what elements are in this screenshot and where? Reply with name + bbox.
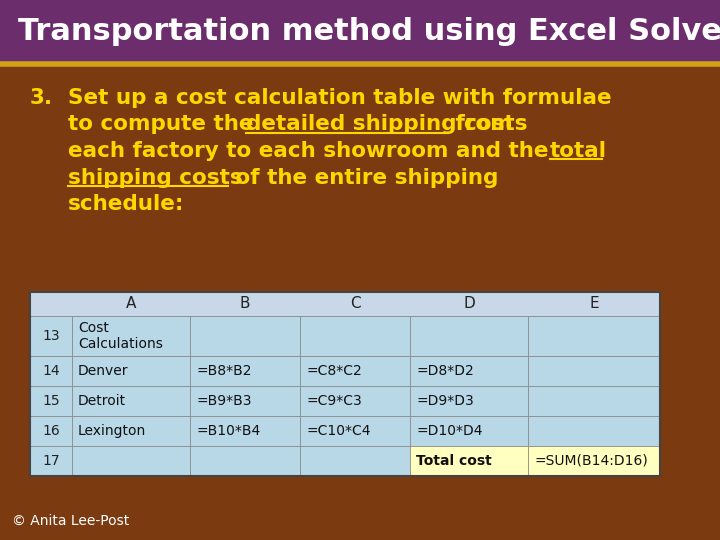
Bar [410, 446, 528, 476]
Bar [72, 386, 190, 416]
Bar [190, 386, 300, 416]
Text: to compute the: to compute the [68, 114, 261, 134]
Text: =B10*B4: =B10*B4 [196, 424, 260, 438]
Text: C: C [350, 296, 360, 312]
Bar [300, 386, 410, 416]
Text: E: E [589, 296, 599, 312]
Text: Denver: Denver [78, 364, 128, 378]
Text: Detroit: Detroit [78, 394, 126, 408]
Bar [72, 356, 190, 386]
Text: of the entire shipping: of the entire shipping [228, 167, 498, 187]
Text: B: B [240, 296, 251, 312]
Bar [72, 316, 190, 356]
Text: Cost
Calculations: Cost Calculations [78, 321, 163, 351]
Bar [30, 292, 660, 316]
Bar [190, 446, 300, 476]
Text: from: from [448, 114, 513, 134]
Bar [528, 316, 660, 356]
Text: D: D [463, 296, 475, 312]
Text: =D9*D3: =D9*D3 [416, 394, 474, 408]
Text: Total cost: Total cost [416, 454, 492, 468]
Text: Transportation method using Excel Solver: Transportation method using Excel Solver [18, 17, 720, 45]
Bar [30, 446, 72, 476]
Text: =C8*C2: =C8*C2 [306, 364, 361, 378]
Text: 17: 17 [42, 454, 60, 468]
Bar [528, 356, 660, 386]
Bar [72, 446, 190, 476]
Bar [410, 316, 528, 356]
Text: Set up a cost calculation table with formulae: Set up a cost calculation table with for… [68, 88, 611, 108]
Text: 14: 14 [42, 364, 60, 378]
Bar [410, 386, 528, 416]
Bar [190, 356, 300, 386]
Text: A: A [126, 296, 136, 312]
Text: total: total [550, 141, 607, 161]
Text: detailed shipping costs: detailed shipping costs [246, 114, 528, 134]
Text: shipping costs: shipping costs [68, 167, 243, 187]
Bar [190, 316, 300, 356]
Bar [30, 316, 72, 356]
Bar [300, 416, 410, 446]
Text: 3.: 3. [30, 88, 53, 108]
Bar [528, 416, 660, 446]
Bar [30, 386, 72, 416]
Bar [30, 292, 660, 476]
Text: 15: 15 [42, 394, 60, 408]
Bar [30, 356, 72, 386]
Text: =C10*C4: =C10*C4 [306, 424, 371, 438]
Text: =B8*B2: =B8*B2 [196, 364, 251, 378]
Bar [190, 416, 300, 446]
Text: © Anita Lee-Post: © Anita Lee-Post [12, 514, 130, 528]
Bar [528, 446, 660, 476]
Bar [30, 416, 72, 446]
Bar [72, 416, 190, 446]
Text: =SUM(B14:D16): =SUM(B14:D16) [534, 454, 648, 468]
Text: 16: 16 [42, 424, 60, 438]
Bar [300, 356, 410, 386]
Bar [0, 0, 720, 62]
Text: 13: 13 [42, 329, 60, 343]
Text: schedule:: schedule: [68, 194, 184, 214]
Text: Lexington: Lexington [78, 424, 146, 438]
Text: =B9*B3: =B9*B3 [196, 394, 251, 408]
Bar [300, 316, 410, 356]
Text: =D8*D2: =D8*D2 [416, 364, 474, 378]
Text: =C9*C3: =C9*C3 [306, 394, 361, 408]
Bar [410, 356, 528, 386]
Bar [300, 446, 410, 476]
Text: each factory to each showroom and the: each factory to each showroom and the [68, 141, 556, 161]
Bar [528, 386, 660, 416]
Text: =D10*D4: =D10*D4 [416, 424, 482, 438]
Bar [410, 416, 528, 446]
